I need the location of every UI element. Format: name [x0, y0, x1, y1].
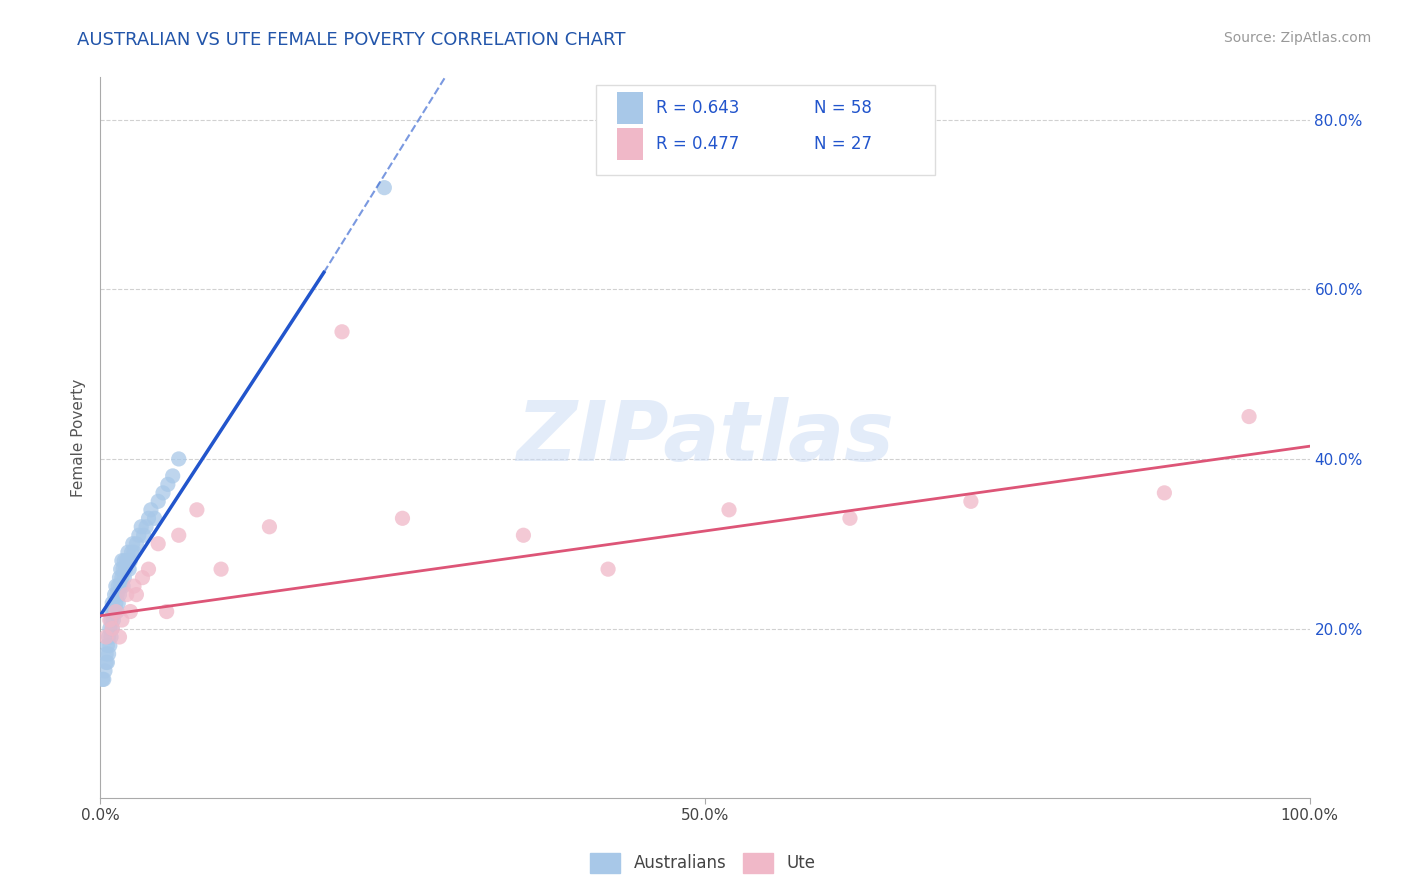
Point: [103, 613, 125, 627]
Point: [129, 520, 152, 534]
Point: [97, 647, 120, 661]
Point: [596, 562, 619, 576]
Point: [107, 596, 129, 610]
Point: [120, 554, 142, 568]
Point: [93, 673, 115, 687]
Point: [125, 537, 148, 551]
Point: [259, 520, 281, 534]
Point: [105, 605, 128, 619]
Point: [118, 562, 141, 576]
Point: [96, 630, 118, 644]
Point: [512, 528, 534, 542]
Point: [112, 571, 135, 585]
Point: [135, 520, 157, 534]
Point: [122, 579, 145, 593]
Point: [96, 647, 118, 661]
Point: [1237, 409, 1260, 424]
Point: [148, 494, 170, 508]
Point: [839, 511, 862, 525]
Point: [960, 494, 983, 508]
Text: R = 0.477: R = 0.477: [657, 135, 740, 153]
Point: [96, 639, 118, 653]
Point: [373, 180, 395, 194]
Point: [98, 639, 121, 653]
Y-axis label: Female Poverty: Female Poverty: [72, 378, 86, 497]
Point: [186, 503, 208, 517]
Point: [105, 588, 128, 602]
Point: [132, 528, 155, 542]
Point: [162, 469, 184, 483]
Point: [112, 562, 135, 576]
Point: [101, 622, 124, 636]
Point: [104, 588, 127, 602]
Point: [100, 613, 122, 627]
Point: [98, 622, 121, 636]
Point: [101, 596, 124, 610]
Point: [108, 588, 131, 602]
Point: [98, 613, 121, 627]
Point: [148, 537, 170, 551]
Legend: Australians, Ute: Australians, Ute: [583, 847, 823, 880]
Point: [107, 579, 129, 593]
Point: [167, 528, 190, 542]
Point: [391, 511, 413, 525]
Point: [138, 511, 160, 525]
Point: [97, 630, 120, 644]
Point: [110, 562, 132, 576]
Text: N = 58: N = 58: [814, 99, 872, 117]
Point: [104, 579, 127, 593]
Point: [103, 605, 125, 619]
Point: [167, 452, 190, 467]
Point: [120, 605, 142, 619]
Point: [209, 562, 232, 576]
FancyBboxPatch shape: [617, 128, 643, 161]
Point: [131, 571, 153, 585]
Point: [110, 579, 132, 593]
Point: [108, 630, 131, 644]
Point: [330, 325, 353, 339]
Point: [104, 596, 127, 610]
Point: [138, 562, 160, 576]
Point: [143, 511, 166, 525]
Point: [101, 605, 124, 619]
Point: [115, 588, 138, 602]
Point: [104, 605, 127, 619]
Point: [152, 486, 174, 500]
Point: [122, 545, 145, 559]
FancyBboxPatch shape: [617, 92, 643, 124]
Text: R = 0.643: R = 0.643: [657, 99, 740, 117]
Point: [112, 579, 135, 593]
Point: [718, 503, 741, 517]
Point: [111, 613, 134, 627]
Point: [156, 477, 179, 491]
Point: [96, 656, 118, 670]
Point: [112, 554, 135, 568]
Point: [128, 528, 150, 542]
Point: [156, 605, 179, 619]
Text: N = 27: N = 27: [814, 135, 872, 153]
Point: [104, 605, 127, 619]
Text: ZIPatlas: ZIPatlas: [516, 397, 894, 478]
Point: [115, 554, 138, 568]
Point: [101, 622, 124, 636]
Point: [1153, 486, 1175, 500]
Point: [96, 656, 118, 670]
Point: [114, 562, 136, 576]
Point: [117, 545, 139, 559]
Point: [94, 664, 117, 678]
Point: [121, 537, 143, 551]
Point: [111, 554, 134, 568]
Point: [100, 630, 122, 644]
Point: [125, 588, 148, 602]
Text: AUSTRALIAN VS UTE FEMALE POVERTY CORRELATION CHART: AUSTRALIAN VS UTE FEMALE POVERTY CORRELA…: [77, 31, 626, 49]
Point: [108, 571, 131, 585]
FancyBboxPatch shape: [596, 85, 935, 175]
Point: [91, 673, 114, 687]
Point: [121, 545, 143, 559]
Text: Source: ZipAtlas.com: Source: ZipAtlas.com: [1223, 31, 1371, 45]
Point: [111, 571, 134, 585]
Point: [139, 503, 162, 517]
